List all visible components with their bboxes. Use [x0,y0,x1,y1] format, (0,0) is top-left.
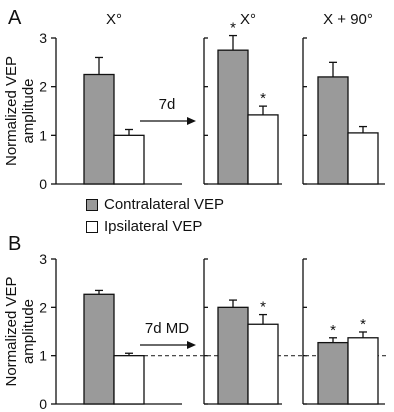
bar-contralateral [317,76,349,185]
contralateral-swatch [86,198,98,211]
group-title: X + 90° [323,11,373,28]
significance-marker: * [360,316,366,333]
legend-ipsilateral: Ipsilateral VEP [86,218,202,235]
significance-marker: * [260,90,266,107]
panel-label: A [8,7,22,29]
group-title: X° [240,11,256,28]
y-tick-label: 1 [39,348,47,364]
y-tick-label: 2 [39,79,47,95]
bar-ipsilateral [113,134,145,185]
y-tick-label: 2 [39,299,47,315]
significance-marker: * [330,322,336,339]
panel-label: B [8,233,21,255]
y-axis-title: amplitude [20,78,37,143]
y-tick-label: 3 [39,30,47,46]
ipsilateral-swatch [86,220,98,233]
bar-ipsilateral [247,114,279,185]
legend-contralateral-label: Contralateral VEP [104,196,225,213]
y-tick-label: 0 [39,396,47,412]
arrow-head [187,117,196,125]
arrow-label: 7d [159,96,176,113]
significance-marker: * [230,20,236,37]
y-axis-title: Normalized VEP [3,56,20,166]
bar-contralateral [83,293,115,405]
bar-ipsilateral [347,337,379,405]
y-tick-label: 0 [39,176,47,192]
bar-ipsilateral [247,323,279,405]
arrow-head [187,341,196,349]
group-title: X° [106,11,122,28]
bar-ipsilateral [347,132,379,185]
bar-contralateral [83,73,115,185]
arrow-label: 7d MD [145,320,189,337]
bar-contralateral [217,49,249,185]
y-axis-title: Normalized VEP [3,276,20,386]
legend-ipsilateral-label: Ipsilateral VEP [104,218,203,235]
y-tick-label: 3 [39,251,47,267]
y-tick-label: 1 [39,127,47,143]
legend-contralateral: Contralateral VEP [86,196,224,213]
bar-ipsilateral [113,355,145,405]
significance-marker: * [260,299,266,316]
bar-contralateral [217,306,249,405]
y-axis-title: amplitude [20,299,37,364]
bar-contralateral [317,341,349,405]
